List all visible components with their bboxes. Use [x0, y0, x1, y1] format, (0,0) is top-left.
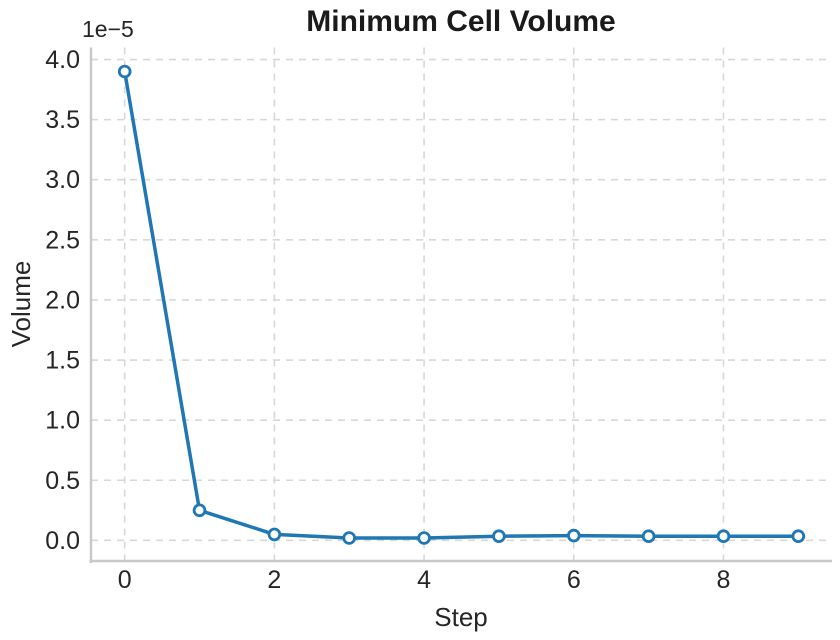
- y-tick-label: 4.0: [45, 46, 80, 74]
- x-tick-label: 0: [118, 566, 132, 594]
- chart-title: Minimum Cell Volume: [306, 5, 615, 38]
- y-axis-label: Volume: [6, 261, 36, 348]
- data-point: [192, 503, 207, 518]
- x-tick-label: 8: [717, 566, 731, 594]
- data-point: [267, 527, 282, 542]
- y-tick-label: 0.0: [45, 527, 80, 555]
- y-tick-label: 1.0: [45, 407, 80, 435]
- y-tick-label: 1.5: [45, 347, 80, 375]
- y-tick-label: 3.0: [45, 166, 80, 194]
- data-point: [791, 529, 806, 543]
- x-tick-label: 2: [267, 566, 281, 594]
- data-point: [492, 529, 506, 543]
- data-point: [417, 531, 431, 545]
- x-tick-label: 6: [567, 566, 581, 594]
- data-series: [117, 64, 806, 545]
- data-point: [566, 528, 581, 543]
- data-point: [342, 531, 357, 545]
- data-point: [117, 64, 132, 79]
- y-tick-label: 3.5: [45, 106, 80, 134]
- y-axis-offset-label: 1e−5: [82, 16, 134, 42]
- grid-layer: [91, 47, 832, 562]
- series-line: [122, 69, 801, 540]
- y-tick-label: 0.5: [45, 467, 80, 495]
- axis-spines: [89, 47, 832, 563]
- y-tick-label: 2.0: [45, 286, 80, 314]
- x-tick-label: 4: [417, 566, 431, 594]
- x-axis-label: Step: [434, 602, 488, 632]
- tick-labels: 0.0 0.5 1.0 1.5 2.0 2.5 3.0 3.5 4.0 0 2 4 6 8: [45, 46, 730, 594]
- y-tick-label: 2.5: [45, 226, 80, 254]
- data-point: [641, 529, 656, 543]
- data-point: [716, 529, 731, 543]
